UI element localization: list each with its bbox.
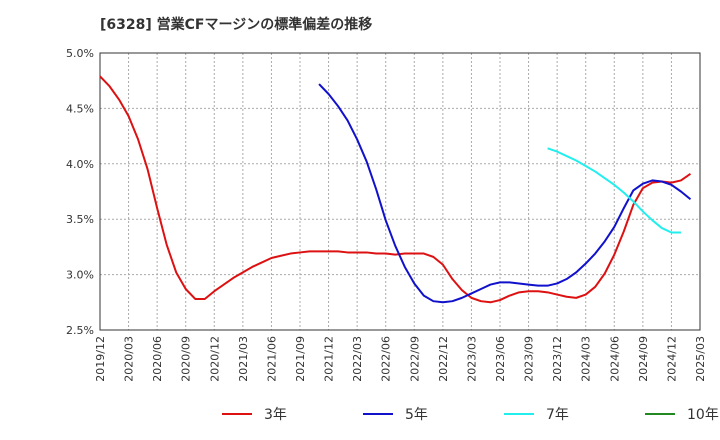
series-line bbox=[99, 75, 692, 304]
y-tick-label: 2.5% bbox=[66, 324, 94, 337]
plot-frame bbox=[99, 52, 701, 331]
y-tick-label: 4.5% bbox=[66, 102, 94, 115]
legend-label: 7年 bbox=[546, 407, 569, 423]
x-tick-label: 2024/06 bbox=[608, 336, 621, 382]
x-tick-label: 2025/03 bbox=[694, 336, 707, 382]
x-tick-label: 2021/03 bbox=[237, 336, 250, 382]
x-tick-label: 2022/06 bbox=[380, 336, 393, 382]
chart-title: [6328] 営業CFマージンの標準偏差の推移 bbox=[100, 16, 372, 33]
series-line bbox=[547, 147, 681, 234]
x-tick-label: 2024/12 bbox=[665, 336, 678, 382]
legend-label: 10年 bbox=[687, 407, 719, 423]
x-tick-label: 2020/03 bbox=[123, 336, 136, 382]
x-tick-label: 2020/12 bbox=[208, 336, 221, 382]
series-line bbox=[318, 83, 692, 304]
x-tick-label: 2023/09 bbox=[523, 336, 536, 382]
x-tick-label: 2022/03 bbox=[351, 336, 364, 382]
grid-lines bbox=[100, 53, 700, 330]
x-axis: 2019/12 2020/03 2020/06 2020/09 2020/12 2021/… bbox=[94, 336, 707, 382]
x-tick-label: 2020/09 bbox=[180, 336, 193, 382]
legend-label: 5年 bbox=[405, 407, 428, 423]
x-tick-label: 2023/06 bbox=[494, 336, 507, 382]
x-tick-label: 2022/12 bbox=[437, 336, 450, 382]
y-axis: 2.5% 3.0% 3.5% 4.0% 4.5% 5.0% bbox=[66, 47, 94, 337]
x-tick-label: 2024/03 bbox=[580, 336, 593, 382]
y-tick-label: 3.0% bbox=[66, 269, 94, 282]
x-tick-label: 2022/09 bbox=[408, 336, 421, 382]
legend-label: 3年 bbox=[264, 407, 287, 423]
y-tick-label: 3.5% bbox=[66, 213, 94, 226]
y-tick-label: 4.0% bbox=[66, 158, 94, 171]
x-tick-label: 2024/09 bbox=[637, 336, 650, 382]
x-tick-label: 2019/12 bbox=[94, 336, 107, 382]
x-tick-label: 2023/03 bbox=[465, 336, 478, 382]
x-tick-label: 2020/06 bbox=[151, 336, 164, 382]
x-tick-label: 2021/12 bbox=[323, 336, 336, 382]
x-tick-label: 2021/09 bbox=[294, 336, 307, 382]
x-tick-label: 2023/12 bbox=[551, 336, 564, 382]
legend: 3年 5年 7年 10年 bbox=[222, 407, 719, 423]
x-tick-label: 2021/06 bbox=[265, 336, 278, 382]
y-tick-label: 5.0% bbox=[66, 47, 94, 60]
series-lines bbox=[99, 75, 692, 304]
